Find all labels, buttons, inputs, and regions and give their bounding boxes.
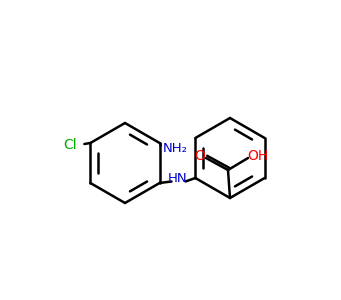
Text: HN: HN	[168, 172, 187, 185]
Text: Cl: Cl	[63, 138, 77, 152]
Text: NH₂: NH₂	[163, 142, 188, 155]
Text: O: O	[195, 149, 205, 163]
Text: OH: OH	[247, 149, 269, 163]
